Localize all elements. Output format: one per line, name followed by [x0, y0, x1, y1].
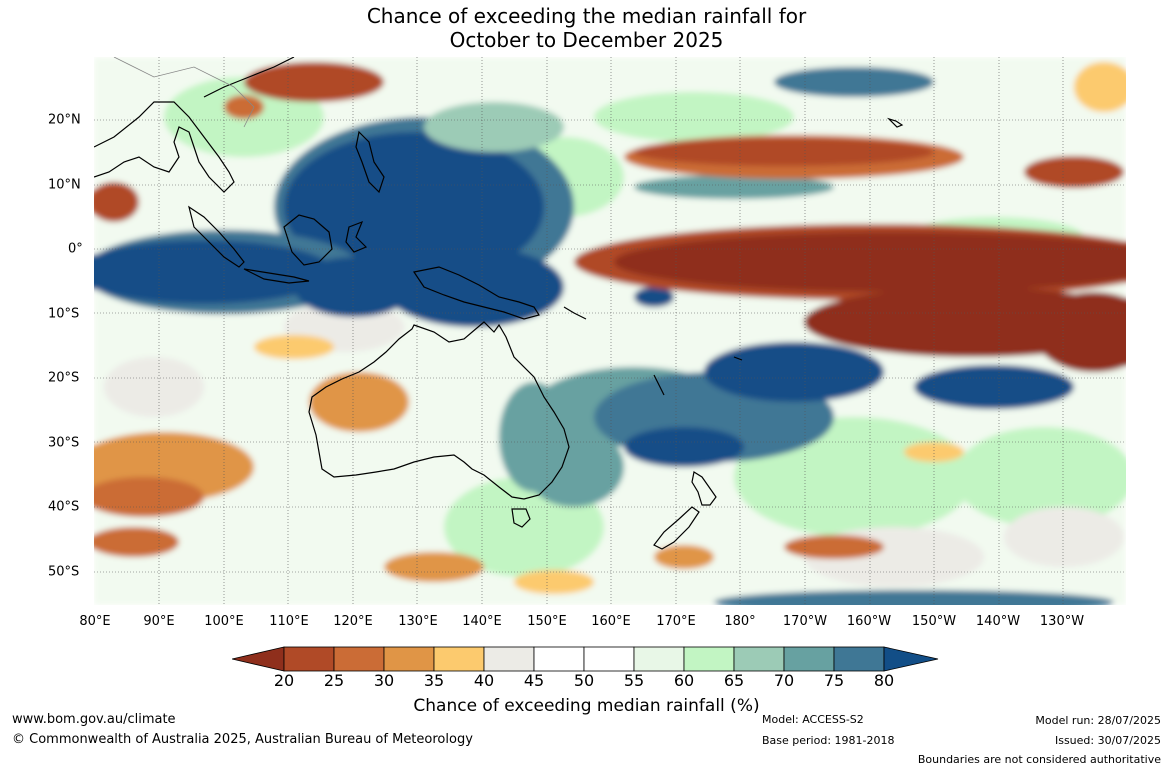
- colorbar-tick: 65: [723, 671, 745, 690]
- lon-label: 130°W: [1039, 614, 1085, 629]
- map-title: Chance of exceeding the median rainfall …: [0, 4, 1173, 52]
- colorbar-segment: [533, 646, 585, 672]
- tasmania-coast: [511, 508, 531, 528]
- graticule: [94, 57, 1126, 605]
- issued-date: Issued: 30/07/2025: [1054, 734, 1161, 747]
- colorbar-segment: [283, 646, 335, 672]
- shaded-fields: [94, 57, 1126, 605]
- boundaries-disclaimer: Boundaries are not considered authoritat…: [917, 753, 1161, 766]
- lat-label: 40°S: [48, 499, 80, 515]
- borders: [113, 57, 255, 128]
- lon-label: 160°E: [591, 614, 631, 629]
- colorbar-segment: [583, 646, 635, 672]
- lon-label: 120°E: [333, 614, 373, 629]
- lat-label: 20°N: [48, 112, 81, 128]
- lon-label: 140°W: [975, 614, 1021, 629]
- colorbar-tick: 80: [873, 671, 895, 690]
- title-line-1: Chance of exceeding the median rainfall …: [366, 4, 807, 28]
- colorbar-segment: [683, 646, 735, 672]
- borneo-coast: [283, 214, 333, 266]
- rainfall-map: [94, 57, 1126, 605]
- colorbar-arrow-high: [883, 646, 939, 672]
- lat-label: 0°: [68, 241, 83, 257]
- lon-label: 130°E: [398, 614, 438, 629]
- colorbar-segment: [733, 646, 785, 672]
- colorbar-tick: 25: [323, 671, 345, 690]
- lat-label: 20°S: [48, 370, 80, 386]
- model-name: Model: ACCESS-S2: [762, 713, 864, 726]
- lon-label: 80°E: [79, 614, 111, 629]
- lon-label: 170°W: [782, 614, 828, 629]
- hawaii-coast: [886, 117, 904, 128]
- lon-label: 100°E: [204, 614, 244, 629]
- lon-label: 140°E: [462, 614, 502, 629]
- colorbar-tick: 75: [823, 671, 845, 690]
- colorbar-segment: [383, 646, 435, 672]
- lon-label: 150°W: [911, 614, 957, 629]
- colorbar-tick: 70: [773, 671, 795, 690]
- colorbar-segment: [633, 646, 685, 672]
- title-line-2: October to December 2025: [449, 28, 724, 52]
- bom-url-link[interactable]: www.bom.gov.au/climate: [12, 712, 176, 727]
- philippines-coast: [355, 130, 385, 194]
- new-guinea-coast: [413, 266, 540, 320]
- colorbar-segment: [333, 646, 385, 672]
- colorbar-tick: 50: [573, 671, 595, 690]
- colorbar-tick: 20: [273, 671, 295, 690]
- lat-label: 50°S: [48, 564, 80, 580]
- colorbar-segment: [483, 646, 535, 672]
- map-svg: [94, 57, 1126, 605]
- lon-label: 90°E: [143, 614, 175, 629]
- colorbar-label: Chance of exceeding median rainfall (%): [413, 696, 760, 716]
- model-run-date: Model run: 28/07/2025: [1035, 714, 1161, 727]
- lat-label: 30°S: [48, 435, 80, 451]
- colorbar-tick: 55: [623, 671, 645, 690]
- china-coast: [203, 57, 295, 98]
- colorbar-segment: [433, 646, 485, 672]
- colorbar-segment: [833, 646, 885, 672]
- copyright-text: © Commonwealth of Australia 2025, Austra…: [12, 732, 473, 747]
- sumatra-coast: [188, 205, 245, 268]
- java-coast: [243, 268, 310, 284]
- colorbar-tick: 40: [473, 671, 495, 690]
- coastlines: [94, 57, 904, 550]
- fiji-coast: [733, 356, 743, 361]
- colorbar-tick: 35: [423, 671, 445, 690]
- lon-label: 170°E: [656, 614, 696, 629]
- lon-label: 160°W: [846, 614, 892, 629]
- colorbar-tick: 30: [373, 671, 395, 690]
- colorbar-tick: 60: [673, 671, 695, 690]
- lon-label: 110°E: [269, 614, 309, 629]
- solomon-coast: [563, 306, 587, 320]
- lat-label: 10°N: [48, 177, 81, 193]
- colorbar-segment: [783, 646, 835, 672]
- australia-coast: [308, 321, 570, 500]
- lat-label: 10°S: [48, 306, 80, 322]
- sulawesi-coast: [345, 220, 368, 253]
- colorbar: [232, 646, 939, 672]
- asia-coast: [94, 101, 235, 193]
- vanuatu-coast: [653, 374, 665, 396]
- lon-label: 180°: [724, 614, 756, 629]
- colorbar-tick: 45: [523, 671, 545, 690]
- nz-north-coast: [691, 471, 717, 506]
- nz-south-coast: [653, 506, 700, 550]
- colorbar-arrow-low: [232, 646, 285, 672]
- base-period: Base period: 1981-2018: [762, 734, 895, 747]
- lon-label: 150°E: [527, 614, 567, 629]
